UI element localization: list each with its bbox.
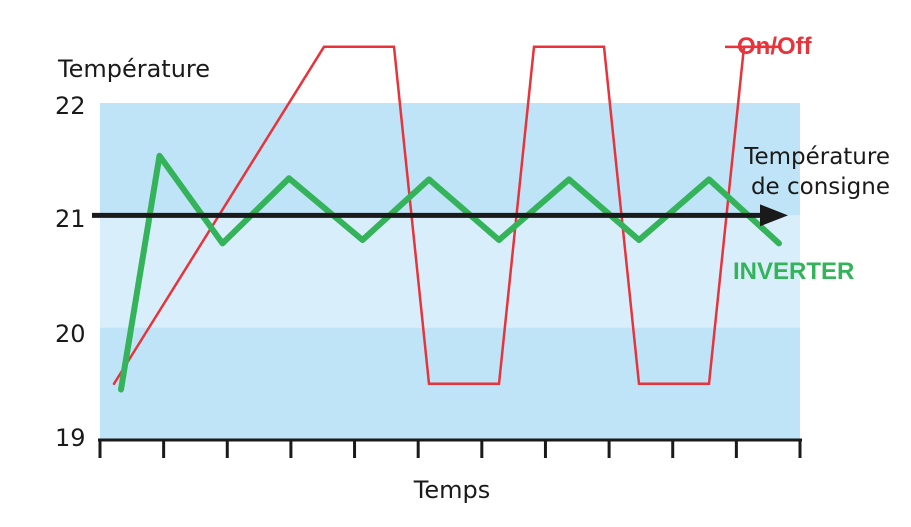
temperature-band — [100, 215, 800, 328]
y-tick-label: 22 — [55, 92, 86, 120]
setpoint-label-line1: Température — [743, 144, 890, 170]
y-tick-label: 20 — [55, 320, 86, 348]
series-label-inverter: INVERTER — [733, 258, 854, 285]
y-axis-label: Température — [57, 55, 210, 83]
y-tick-label: 21 — [55, 205, 86, 233]
setpoint-layer — [92, 204, 788, 227]
x-axis-label: Temps — [413, 476, 490, 504]
onoff-line — [112, 45, 781, 386]
setpoint-arrowhead — [760, 204, 788, 227]
y-tick-label: 19 — [55, 424, 86, 452]
x-axis — [98, 438, 802, 458]
background-bands — [100, 103, 800, 440]
series-label-onoff: On/Off — [737, 33, 813, 60]
setpoint-label-line2: de consigne — [751, 174, 890, 200]
